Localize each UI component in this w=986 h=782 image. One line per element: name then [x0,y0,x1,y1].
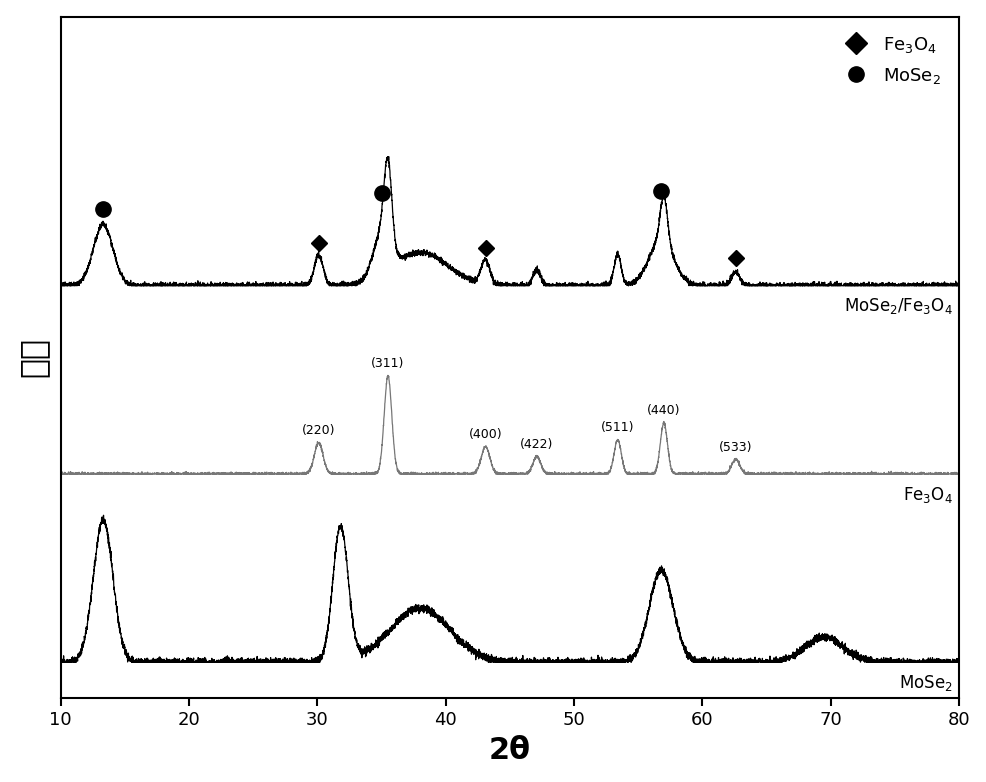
Text: (400): (400) [468,428,502,441]
Text: MoSe$_2$/Fe$_3$O$_4$: MoSe$_2$/Fe$_3$O$_4$ [843,296,951,317]
X-axis label: 2θ: 2θ [488,737,530,766]
Text: (511): (511) [600,421,634,434]
Text: (440): (440) [647,404,680,418]
Y-axis label: 强度: 强度 [17,337,49,378]
Text: (311): (311) [371,357,404,370]
Text: (220): (220) [302,424,335,437]
Text: (422): (422) [520,438,553,451]
Legend: Fe$_3$O$_4$, MoSe$_2$: Fe$_3$O$_4$, MoSe$_2$ [828,26,950,95]
Text: MoSe$_2$: MoSe$_2$ [898,673,951,693]
Text: (533): (533) [718,441,751,454]
Text: Fe$_3$O$_4$: Fe$_3$O$_4$ [902,485,951,504]
